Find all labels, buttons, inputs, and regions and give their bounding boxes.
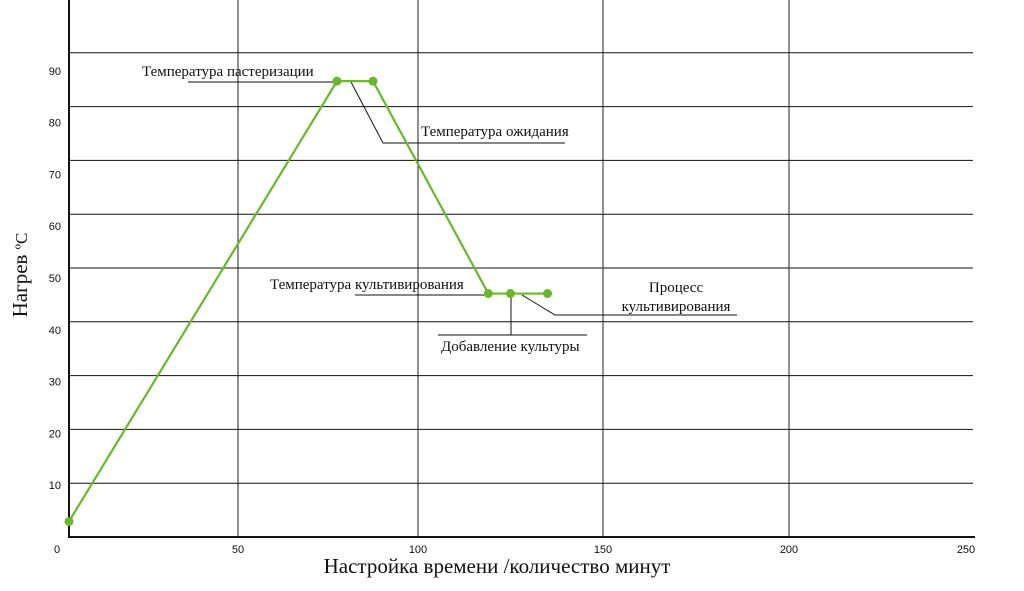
y-tick-label: 60 — [49, 221, 61, 233]
x-tick-label: 150 — [594, 544, 612, 556]
x-tick-label: 0 — [54, 544, 60, 556]
annotation-process: Процесс — [649, 280, 704, 296]
y-tick-label: 90 — [49, 66, 61, 78]
x-tick-label: 200 — [780, 544, 798, 556]
data-point — [506, 289, 515, 299]
series-line — [68, 80, 548, 523]
data-point — [368, 76, 378, 86]
x-tick-label: 250 — [957, 544, 975, 556]
x-axis-label: Настройка времени /количество минут — [324, 554, 671, 578]
leader-waiting — [350, 81, 565, 144]
y-tick-label: 20 — [49, 428, 61, 440]
data-point — [332, 76, 342, 86]
data-point — [64, 516, 74, 526]
leader-process — [521, 294, 737, 316]
y-tick-label: 70 — [49, 169, 61, 181]
y-tick-label: 80 — [49, 118, 61, 130]
y-tick-label: 10 — [49, 480, 61, 492]
tick-labels: 10 20 30 40 50 60 70 80 90 0 50 100 150 200 250 — [49, 66, 975, 556]
annotation-leaders — [188, 81, 737, 336]
annotation-waiting: Температура ожидания — [421, 124, 569, 140]
annotation-culture: Добавление культуры — [441, 339, 580, 355]
annotations: Температура пастеризации Температура ожи… — [142, 64, 731, 355]
annotation-pasteurization: Температура пастеризации — [142, 64, 314, 80]
y-tick-label: 40 — [49, 325, 61, 337]
x-tick-label: 50 — [232, 544, 244, 556]
data-point — [483, 289, 493, 299]
y-axis-label-group: Нагрев ºC — [8, 233, 32, 318]
series — [64, 76, 552, 526]
y-axis-label-text: Нагрев — [8, 254, 32, 317]
y-axis-unit: ºC — [12, 233, 31, 250]
grid — [69, 0, 973, 537]
data-point — [543, 289, 552, 299]
y-tick-label: 50 — [49, 273, 61, 285]
y-axis-label: Нагрев ºC — [8, 233, 32, 318]
axes — [68, 0, 975, 538]
x-tick-label: 100 — [409, 544, 427, 556]
annotation-process-line2: культивирования — [622, 299, 731, 315]
annotation-cultivation: Температура культивирования — [270, 277, 464, 293]
y-tick-label: 30 — [49, 377, 61, 389]
